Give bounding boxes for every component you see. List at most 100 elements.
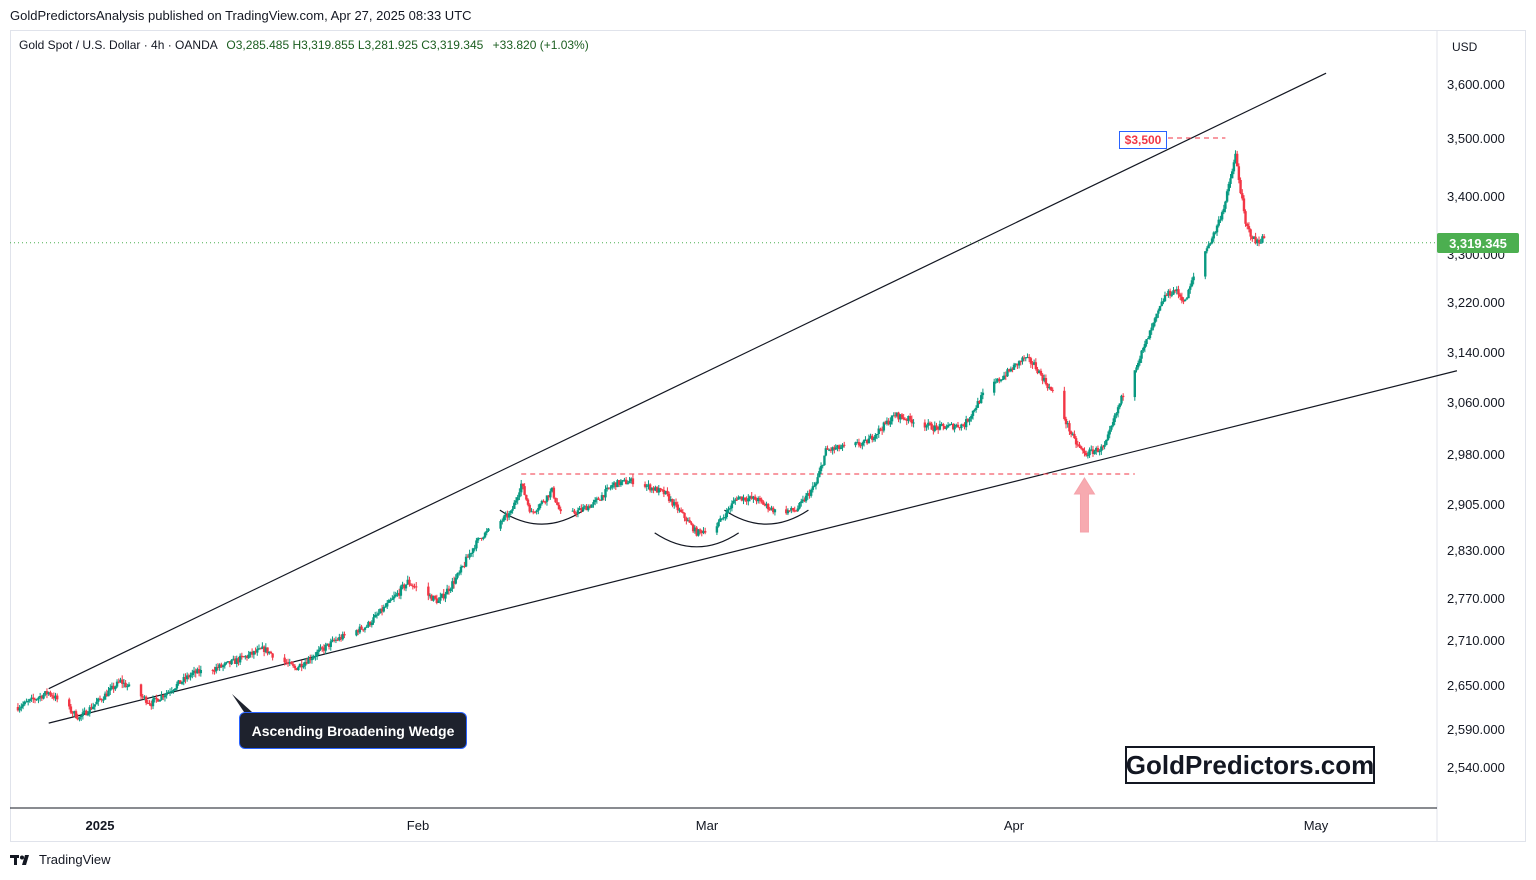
candle-body [439, 597, 442, 601]
candle-body [461, 566, 464, 568]
candle-body [42, 694, 45, 699]
candle-body [745, 500, 748, 502]
candle-body [813, 485, 816, 487]
candle-body [724, 516, 727, 518]
candle-body [1103, 445, 1106, 447]
candle-body [1182, 300, 1185, 302]
candle-body [836, 445, 839, 448]
candle-body [322, 647, 326, 651]
candle-body [590, 504, 593, 508]
candle-body [796, 508, 800, 511]
candle-body [404, 584, 408, 589]
candle-body [826, 448, 829, 450]
candle-body [1096, 448, 1100, 453]
candle-body [391, 598, 394, 600]
candle-body [964, 419, 968, 428]
symbol-name[interactable]: Gold Spot / U.S. Dollar · 4h · OANDA [19, 38, 218, 52]
candle-body [843, 444, 846, 446]
currency-label[interactable]: USD [1452, 40, 1478, 54]
candle-body [1121, 395, 1125, 398]
candle-body [871, 435, 874, 440]
candle-body [1148, 330, 1152, 339]
candle-body [1172, 290, 1175, 295]
candle-body [953, 426, 956, 430]
candle-body [413, 586, 416, 588]
candle-body [507, 513, 511, 518]
candle-body [961, 424, 965, 426]
candle-body [471, 548, 475, 553]
candle-body [1256, 239, 1259, 244]
candle-body [252, 651, 256, 655]
candle-body [511, 508, 514, 511]
candle-body [165, 692, 168, 696]
candle-body [727, 509, 730, 511]
candle-body [735, 499, 738, 501]
candle-body [1259, 242, 1262, 244]
candle-body [1009, 368, 1013, 372]
candle-body [124, 682, 127, 688]
candle-body [1244, 211, 1247, 224]
candle-body [535, 510, 538, 512]
candle-body [831, 447, 834, 451]
candle-body [396, 592, 399, 595]
candle-body [103, 693, 107, 700]
candle-body [310, 658, 314, 661]
candle-body [981, 392, 985, 396]
candle-body [221, 665, 225, 668]
candle-body [520, 483, 523, 493]
candle-body [673, 502, 676, 506]
candle-body [1051, 389, 1054, 391]
callout-pointer [232, 694, 252, 712]
candle-body [674, 502, 678, 505]
publisher-line: GoldPredictorsAnalysis published on Trad… [10, 8, 472, 23]
candle-body [32, 697, 35, 700]
candle-body [1026, 357, 1029, 359]
candle-body [432, 596, 435, 601]
candle-body [925, 425, 928, 428]
candle-body [936, 426, 940, 430]
candle-body [747, 498, 750, 502]
candle-body [757, 497, 760, 502]
candle-body [1116, 407, 1120, 414]
candle-body [1027, 357, 1031, 359]
candle-body [1254, 236, 1257, 244]
candle-body [266, 647, 269, 654]
candle-body [49, 692, 52, 696]
candle-body [23, 701, 26, 705]
candle-body [875, 433, 879, 435]
candle-body [631, 478, 635, 485]
candle-body [105, 693, 108, 697]
candle-body [33, 699, 37, 701]
candle-body [821, 465, 824, 467]
tradingview-footer[interactable]: TradingView [10, 852, 111, 867]
candle-body [74, 711, 78, 718]
candle-body [839, 447, 843, 449]
candle-body [804, 495, 808, 502]
candle-body [932, 429, 935, 431]
candle-body [1187, 289, 1190, 299]
candle-body [1212, 232, 1215, 239]
candle-body [1090, 449, 1093, 451]
candle-body [938, 424, 942, 430]
candle-body [940, 424, 943, 426]
candle-body [1237, 166, 1241, 180]
candle-body [175, 683, 179, 689]
candle-body [559, 509, 562, 512]
candle-body [394, 594, 397, 597]
candle-body [1162, 301, 1165, 303]
candle-body [650, 487, 654, 491]
candle-body [1168, 290, 1172, 296]
candle-body [970, 415, 973, 419]
candle-body [126, 686, 129, 688]
candle-body [144, 696, 148, 703]
candle-body [259, 648, 262, 650]
candle-body [612, 482, 616, 486]
candle-body [1031, 363, 1034, 365]
candle-body [382, 606, 385, 612]
candle-body [499, 521, 502, 529]
candle-body [1150, 327, 1153, 331]
candle-body [690, 522, 693, 525]
candle-body [399, 586, 403, 596]
candle-body [578, 508, 581, 511]
